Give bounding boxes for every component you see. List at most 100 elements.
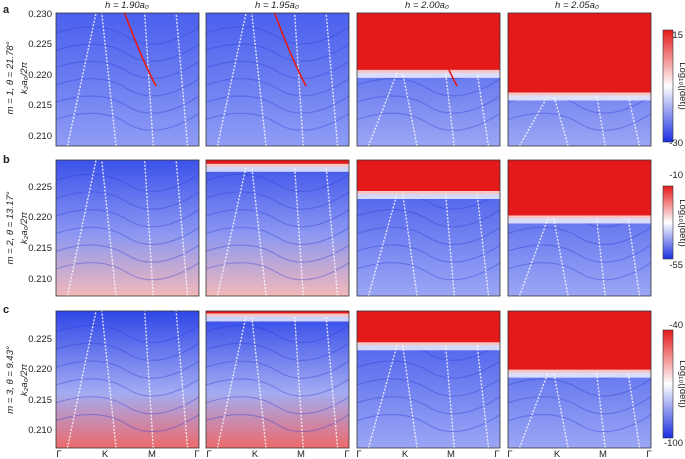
band-curve: [55, 226, 200, 245]
panel-label-a: a: [3, 4, 10, 16]
band-curve: [205, 226, 350, 245]
dispersion-line: [216, 166, 247, 297]
panel-frame: [507, 12, 652, 147]
ytick-c-3: 0.210: [28, 425, 52, 436]
panel-background: [56, 160, 199, 296]
colorbar-b: -10 -55 Log₁₀(|det|): [662, 170, 685, 271]
band-curve: [205, 413, 350, 433]
band-curve: [356, 262, 501, 281]
column-title-3: h = 2.00a₀: [405, 0, 449, 11]
panel-a-2: [205, 12, 350, 147]
band-curve: [205, 95, 350, 114]
dispersion-line: [367, 72, 398, 147]
band-curve: [55, 396, 200, 415]
dispersion-line: [175, 310, 189, 449]
band-curve: [205, 26, 350, 45]
panel-frame: [205, 310, 350, 449]
y-axis-label-b: k₂a₀/2π: [19, 211, 30, 244]
dispersion-line: [595, 372, 606, 449]
dispersion-line: [66, 159, 97, 297]
dispersion-line: [627, 218, 641, 297]
panel-b-2: [205, 159, 350, 297]
dispersion-line: [553, 95, 569, 147]
xtick-3-3: Γ: [494, 449, 499, 459]
band-curve: [205, 209, 350, 228]
dispersion-line: [101, 159, 117, 297]
xtick-4-1: K: [554, 449, 561, 459]
dispersion-line: [101, 310, 117, 449]
panel-frame: [507, 159, 652, 297]
high-region: [357, 13, 500, 73]
dispersion-line: [402, 193, 418, 297]
panel-b-3: [356, 159, 501, 297]
ytick-a-2: 0.220: [28, 70, 52, 81]
panel-frame: [356, 159, 501, 297]
dispersion-line: [444, 72, 455, 147]
colorbar-b-scale: [662, 185, 674, 260]
panel-c-1: [55, 310, 200, 449]
band-curve: [205, 244, 350, 263]
band-curve: [55, 342, 200, 361]
band-curve: [356, 360, 501, 379]
dispersion-line: [518, 372, 549, 449]
band-curve: [205, 191, 350, 210]
xtick-1-2: M: [148, 449, 156, 459]
ytick-c-2: 0.215: [28, 395, 52, 406]
ytick-a-1: 0.225: [28, 39, 52, 50]
y-axis-label-c: k₂a₀/2π: [19, 363, 30, 396]
band-curve: [55, 378, 200, 397]
band-curve: [205, 60, 350, 80]
column-title-2: h = 1.95a₀: [255, 0, 299, 11]
transition-band: [357, 342, 500, 351]
band-curve: [55, 324, 200, 344]
band-curve: [205, 342, 350, 361]
band-curve: [356, 112, 501, 131]
dispersion-line: [251, 166, 267, 297]
band-curve: [205, 324, 350, 344]
dispersion-line: [101, 12, 117, 147]
xtick-2-1: K: [252, 449, 259, 459]
dispersion-line: [553, 372, 569, 449]
band-curve: [205, 43, 350, 62]
band-curve: [55, 191, 200, 210]
xtick-4-0: Γ: [507, 449, 512, 459]
panel-frame: [55, 159, 200, 297]
transition-band: [508, 92, 651, 101]
dispersion-line: [325, 316, 339, 449]
band-curve: [356, 78, 501, 97]
panel-frame: [205, 159, 350, 297]
colorbar-c-scale: [662, 329, 674, 439]
dispersion-line: [518, 95, 549, 147]
row-label-a: m = 1, θ = 21.78°: [5, 41, 16, 114]
panel-background: [56, 311, 199, 448]
band-curve: [55, 173, 200, 192]
dispersion-line: [367, 345, 398, 449]
band-curve: [205, 378, 350, 397]
high-region: [357, 160, 500, 194]
ytick-b-3: 0.210: [28, 274, 52, 285]
dispersion-line: [595, 95, 606, 147]
panel-label-c: c: [3, 304, 9, 316]
band-curve: [507, 112, 652, 131]
panel-c-3: [356, 310, 501, 449]
ytick-a-4: 0.210: [28, 131, 52, 142]
panel-a-3: [356, 12, 501, 147]
dispersion-line: [175, 159, 189, 297]
dispersion-line: [402, 72, 418, 147]
colorbar-c-label: Log₁₀(|det|): [677, 360, 685, 407]
panel-frame: [55, 310, 200, 449]
dispersion-line: [216, 12, 247, 147]
panel-frame: [507, 310, 652, 449]
dispersion-line: [325, 12, 339, 147]
band-curve: [356, 226, 501, 245]
row-label-b: m = 2, θ = 13.17°: [5, 191, 16, 264]
panel-c-4: [507, 310, 652, 449]
dispersion-line: [251, 12, 267, 147]
surface-state-curve: [424, 12, 458, 87]
band-curve: [507, 262, 652, 281]
xtick-4-3: Γ: [646, 449, 651, 459]
y-axis-label-a: k₂a₀/2π: [19, 61, 30, 94]
dispersion-line: [175, 12, 189, 147]
surface-state-curve: [123, 12, 157, 87]
